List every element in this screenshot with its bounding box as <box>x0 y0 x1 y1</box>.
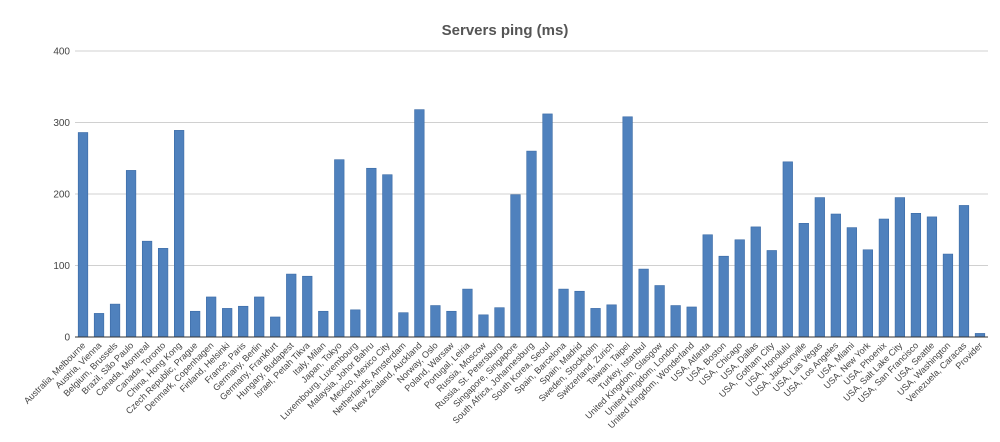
bar <box>494 307 505 338</box>
bar <box>430 305 441 338</box>
bar <box>238 305 249 338</box>
bar <box>286 273 297 338</box>
y-tick-label: 100 <box>53 261 70 272</box>
bar <box>782 161 793 338</box>
bar <box>574 290 585 338</box>
bar <box>157 248 169 338</box>
chart-title: Servers ping (ms) <box>442 22 569 39</box>
bar <box>958 205 970 338</box>
bar <box>125 170 137 338</box>
bar <box>109 303 121 338</box>
bar <box>462 288 473 338</box>
bar <box>222 308 233 338</box>
bar <box>830 213 841 338</box>
bar <box>702 234 713 338</box>
bar <box>382 174 393 338</box>
bar <box>622 116 633 338</box>
bar <box>894 197 906 338</box>
bar <box>878 218 889 338</box>
bar <box>414 109 425 338</box>
bar <box>254 296 265 338</box>
bar <box>654 285 665 338</box>
bar <box>926 216 938 338</box>
bar <box>686 306 697 338</box>
bar <box>558 288 569 338</box>
bar <box>798 223 809 338</box>
bar <box>526 150 537 338</box>
bar <box>174 130 185 338</box>
bar <box>93 313 105 338</box>
bar <box>718 255 729 338</box>
bar <box>206 296 217 338</box>
y-axis-ticks: 0 100 200 300 400 <box>53 47 70 344</box>
bars <box>77 109 986 338</box>
bar <box>590 308 601 338</box>
bar <box>670 305 681 338</box>
bar <box>190 310 201 338</box>
bar <box>350 309 361 338</box>
bar <box>862 249 873 338</box>
bar <box>318 310 329 338</box>
bar <box>606 304 617 338</box>
bar <box>302 275 313 338</box>
y-tick-label: 0 <box>64 333 70 344</box>
y-tick-label: 400 <box>53 47 70 58</box>
bar <box>77 132 89 338</box>
bar <box>478 314 489 338</box>
bar <box>814 197 825 338</box>
bar <box>766 250 777 338</box>
bar <box>974 333 986 338</box>
bar <box>398 312 409 338</box>
bar <box>910 213 922 338</box>
bar <box>141 240 153 338</box>
bar <box>542 113 553 338</box>
bar <box>734 239 745 338</box>
bar <box>750 226 761 338</box>
bar <box>446 310 457 338</box>
bar <box>638 268 649 338</box>
bar <box>366 167 377 338</box>
bar <box>510 194 521 338</box>
bar <box>334 159 345 338</box>
bar <box>846 227 857 338</box>
y-tick-label: 300 <box>53 118 70 129</box>
y-tick-label: 200 <box>53 190 70 201</box>
bar <box>270 316 281 338</box>
bar <box>942 253 954 338</box>
